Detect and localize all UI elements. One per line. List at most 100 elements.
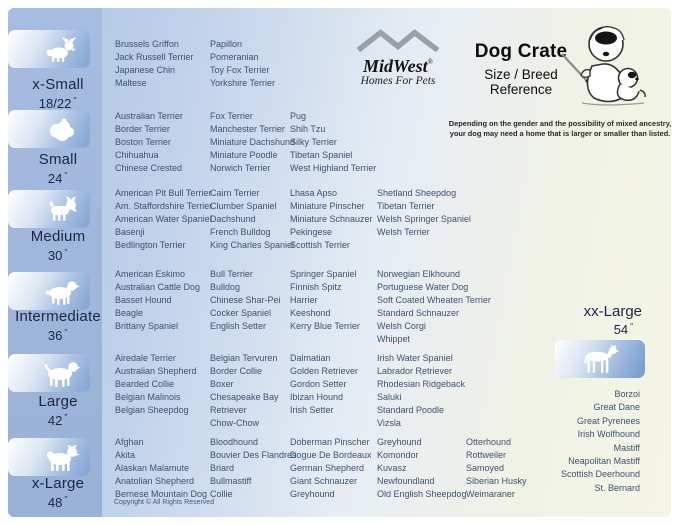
breed-column: Australian Terrier Border Terrier Boston T… xyxy=(115,110,183,175)
size-tab-large xyxy=(8,354,90,392)
midwest-logo: MidWest® Homes For Pets xyxy=(343,28,453,88)
breed-column: Papillon Pomeranian Toy Fox Terrier Yorkshi… xyxy=(210,38,275,90)
sheepdog-measuring-puppy-illustration-icon xyxy=(561,26,646,106)
breed-name: Bouvier Des Flandres xyxy=(210,450,297,460)
retriever-silhouette-icon xyxy=(44,362,81,387)
breed-name: Otterhound xyxy=(466,437,512,447)
breed-name: Saluki xyxy=(377,392,402,402)
breed-name: Borzoi xyxy=(614,389,640,399)
breed-name: Doberman Pinscher xyxy=(290,437,370,447)
breed-name: Bull Terrier xyxy=(210,269,253,279)
breed-name: Australian Cattle Dog xyxy=(115,282,201,292)
breed-name: West Highland Terrier xyxy=(290,163,377,173)
breed-name: Irish Wolfhound xyxy=(577,429,640,440)
breed-name: Miniature Schnauzer xyxy=(290,214,373,224)
breed-name: Australian Shepherd xyxy=(115,366,197,376)
breed-column: Airedale Terrier Australian Shepherd Beard… xyxy=(115,352,197,417)
breed-name: King Charles Spaniel xyxy=(210,240,295,250)
breed-name: Newfoundland xyxy=(377,476,435,486)
breed-name: Mastiff xyxy=(613,442,640,453)
breed-name: Dalmatian xyxy=(290,353,331,363)
chart-title-block: Dog Crate Size / Breed Reference xyxy=(466,41,576,98)
terrier-silhouette-icon xyxy=(49,196,77,221)
breed-name: Brittany Spaniel xyxy=(115,321,179,331)
breed-name: Portuguese Water Dog xyxy=(377,282,469,292)
breed-name: Afghan xyxy=(115,437,144,447)
breed-name: Brussels Griffon xyxy=(115,39,179,49)
breed-name: Keeshond xyxy=(290,308,331,318)
breed-name: Bedlington Terrier xyxy=(115,240,186,250)
inch-mark: ″ xyxy=(64,328,69,337)
breed-name: American Eskimo xyxy=(115,269,186,279)
page-subtitle-line1: Size / Breed xyxy=(484,67,558,82)
breed-name: Standard Poodle xyxy=(377,405,445,415)
breed-name: Welsh Springer Spaniel xyxy=(377,214,471,224)
breed-name: Whippet xyxy=(377,334,411,344)
breed-name: Norwich Terrier xyxy=(210,163,271,173)
spaniel-silhouette-icon xyxy=(45,280,80,305)
breed-column: Otterhound Rottweiler Samoyed Siberian Husk… xyxy=(466,436,527,501)
breed-name: Alaskan Malamute xyxy=(115,463,190,473)
breed-name: Dachshund xyxy=(210,214,256,224)
breed-name: Basenji xyxy=(115,227,145,237)
breed-name: Harrier xyxy=(290,295,318,305)
breed-name: Chow-Chow xyxy=(210,418,260,428)
breed-name: Soft Coated Wheaten Terrier xyxy=(377,295,491,305)
breed-name: Bullmastiff xyxy=(210,476,252,486)
breed-name: Maltese xyxy=(115,78,147,88)
breed-name: Kuvasz xyxy=(377,463,407,473)
breed-name: Collie xyxy=(210,489,233,499)
breed-name: Bulldog xyxy=(210,282,241,292)
breed-name: Briard xyxy=(210,463,235,473)
breed-name: Cocker Spaniel xyxy=(210,308,272,318)
breed-name: Komondor xyxy=(377,450,419,460)
breed-column: Bull Terrier Bulldog Chinese Shar-Pei Cocke… xyxy=(210,268,281,333)
size-label-medium: Medium 30 ″ xyxy=(30,228,86,264)
inch-mark: ″ xyxy=(64,413,69,422)
breed-name: Old English Sheepdog xyxy=(377,489,467,499)
breed-name: English Setter xyxy=(210,321,267,331)
breed-name: Great Dane xyxy=(593,402,640,413)
brand-name: MidWest® xyxy=(363,56,433,76)
breed-name: Australian Terrier xyxy=(115,111,183,121)
chart-background xyxy=(8,8,671,517)
breed-name: French Bulldog xyxy=(210,227,271,237)
page-title: Dog Crate xyxy=(474,41,568,62)
size-tab-xx-large xyxy=(555,340,645,378)
size-label-xx-large: xx-Large 54 ″ xyxy=(583,303,642,337)
breed-name: St. Bernard xyxy=(594,482,640,493)
breed-name: Manchester Terrier xyxy=(210,124,285,134)
breed-name: Giant Schnauzer xyxy=(290,476,358,486)
breed-name: Vizsla xyxy=(377,418,401,428)
breed-name: Great Pyrenees xyxy=(576,415,640,426)
inch-mark: ″ xyxy=(64,171,69,180)
breed-name: Bearded Collie xyxy=(115,379,175,389)
breed-name: Shetland Sheepdog xyxy=(377,188,457,198)
breed-name: Belgian Tervuren xyxy=(210,353,278,363)
breed-name: Silky Terrier xyxy=(290,137,337,147)
breed-column: American Pit Bull Terrier Am. Staffordshi… xyxy=(115,187,212,252)
breed-name: Gordon Setter xyxy=(290,379,347,389)
size-label-large: Large 42 ″ xyxy=(38,393,78,429)
breed-name: Norwegian Elkhound xyxy=(377,269,461,279)
breed-name: Toy Fox Terrier xyxy=(210,65,270,75)
breed-column: Brussels Griffon Jack Russell Terrier Japa… xyxy=(115,38,193,90)
breed-name: Belgian Sheepdog xyxy=(115,405,189,415)
breed-name: Airedale Terrier xyxy=(115,353,176,363)
breed-column: Lhasa Apso Miniature Pinscher Miniature Sc… xyxy=(290,187,373,252)
breed-name: Chinese Shar-Pei xyxy=(210,295,281,305)
breed-column: Dalmatian Golden Retriever Gordon Setter Ib… xyxy=(290,352,358,417)
breed-name: Irish Water Spaniel xyxy=(377,353,453,363)
breed-name: Am. Staffordshire Terrier xyxy=(115,201,213,211)
breed-column: Greyhound Komondor Kuvasz Newfoundland Old E… xyxy=(377,436,467,501)
breed-name: German Shepherd xyxy=(290,463,365,473)
breed-name: Papillon xyxy=(210,39,243,49)
breed-name: Scottish Terrier xyxy=(290,240,350,250)
breed-name: Yorkshire Terrier xyxy=(210,78,276,88)
breed-name: Rottweiler xyxy=(466,450,507,460)
breed-column: Doberman Pinscher Dogue De Bordeaux German… xyxy=(290,436,372,501)
size-tab-x-large xyxy=(8,438,90,476)
breed-name: Neapolitan Mastiff xyxy=(568,456,640,467)
breed-name: Basset Hound xyxy=(115,295,172,305)
breed-name: Border Terrier xyxy=(115,124,170,134)
